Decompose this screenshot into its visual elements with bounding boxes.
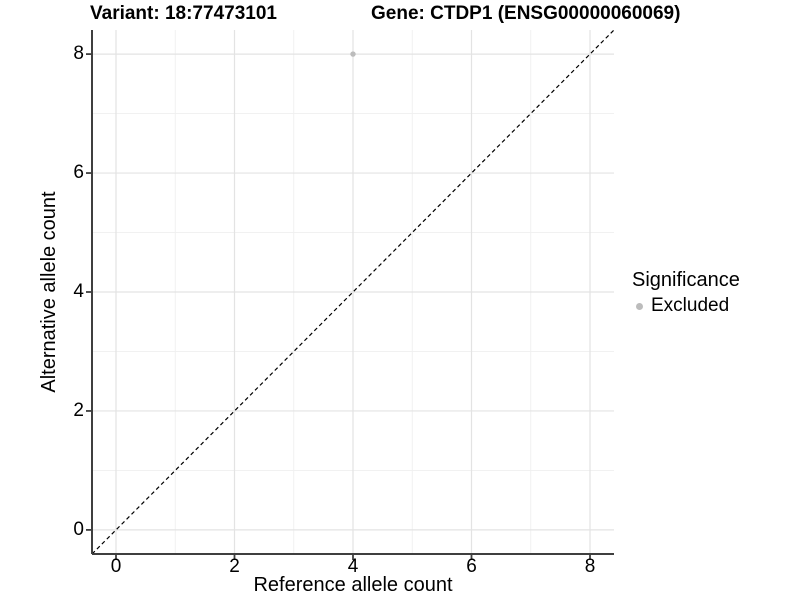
legend-item-label: Excluded [651,295,730,316]
legend: Significance Excluded [632,268,740,318]
plot-panel [86,29,615,560]
x-tick-label: 0 [110,556,122,577]
plot-title-variant: Variant: 18:77473101 [90,3,277,24]
y-tick-label: 4 [73,281,84,302]
y-tick-label: 2 [73,399,84,421]
y-axis-title: Alternative allele count [38,191,60,393]
x-tick-label: 6 [466,556,477,577]
legend-item-excluded: Excluded [632,294,740,318]
x-tick-label: 4 [347,556,359,577]
plot-area-svg [86,29,615,560]
legend-point-icon [636,302,643,310]
plot-title-gene: Gene: CTDP1 (ENSG00000060069) [371,3,681,24]
y-tick-label: 6 [73,162,84,184]
y-tick-label: 0 [73,518,84,540]
x-axis-title: Reference allele count [253,574,453,596]
data-point [350,51,356,57]
x-tick-label: 8 [584,556,596,577]
x-tick-label: 2 [229,556,240,577]
legend-title: Significance [632,269,740,291]
y-tick-label: 8 [73,43,84,65]
